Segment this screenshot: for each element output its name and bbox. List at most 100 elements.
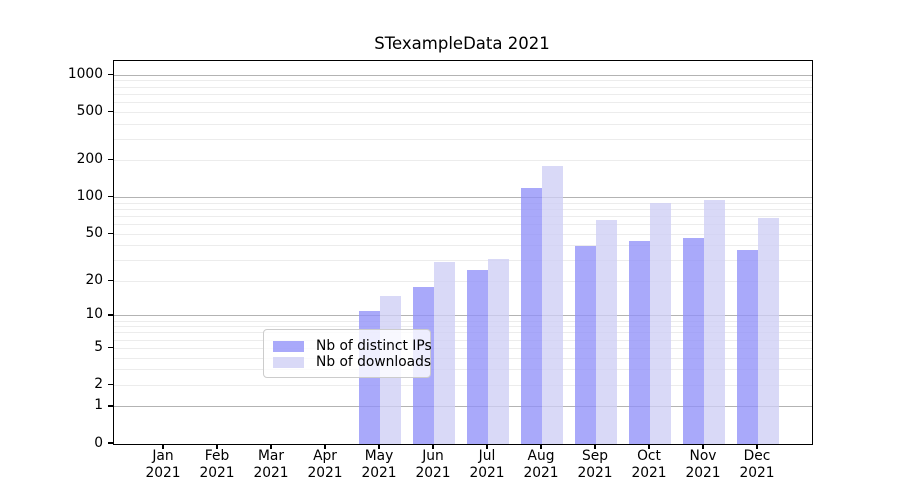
minor-gridline [114, 202, 812, 204]
x-tick-month: Dec [743, 448, 771, 464]
major-gridline [114, 315, 812, 317]
x-tick-month: Apr [313, 448, 337, 464]
y-tick-mark [108, 383, 113, 385]
bar-downloads-jun [434, 262, 455, 444]
y-tick-label: 200 [76, 151, 103, 168]
bar-downloads-oct [650, 202, 671, 444]
x-tick-month: Sep [581, 448, 608, 464]
minor-gridline [114, 326, 812, 328]
x-tick-label: Jul 2021 [455, 448, 519, 481]
y-tick-label: 10 [85, 306, 103, 323]
minor-gridline [114, 357, 812, 359]
x-tick-mark [432, 444, 434, 449]
x-tick-mark [594, 444, 596, 449]
y-tick-label: 20 [85, 271, 103, 288]
x-tick-label: Nov 2021 [671, 448, 735, 481]
legend-item-downloads: Nb of downloads [273, 354, 431, 370]
bar-downloads-nov [704, 200, 725, 444]
x-tick-year: 2021 [307, 464, 343, 481]
x-tick-month: Nov [689, 448, 717, 464]
minor-gridline [114, 138, 812, 140]
legend-item-distinct-ips: Nb of distinct IPs [273, 338, 432, 354]
minor-gridline [114, 160, 812, 162]
legend-swatch-distinct-ips [273, 340, 304, 352]
chart-title: STexampleData 2021 [374, 34, 550, 53]
x-tick-mark [540, 444, 542, 449]
y-tick-mark [108, 196, 113, 198]
x-tick-month: Jan [152, 448, 174, 464]
minor-gridline [114, 123, 812, 125]
x-tick-mark [378, 444, 380, 449]
legend: Nb of distinct IPs Nb of downloads [263, 329, 432, 378]
x-tick-mark [162, 444, 164, 449]
y-tick-label: 500 [76, 102, 103, 119]
bar-downloads-sep [596, 220, 617, 444]
x-tick-year: 2021 [469, 464, 505, 481]
legend-swatch-downloads [273, 356, 304, 368]
x-tick-label: Apr 2021 [293, 448, 357, 481]
bar-distinct-ips-oct [629, 240, 650, 444]
legend-label-downloads: Nb of downloads [316, 354, 432, 370]
x-tick-mark [486, 444, 488, 449]
y-tick-label: 1000 [67, 65, 103, 82]
x-tick-year: 2021 [739, 464, 775, 481]
x-tick-year: 2021 [523, 464, 559, 481]
x-tick-label: Feb 2021 [185, 448, 249, 481]
minor-gridline [114, 233, 812, 235]
major-gridline [114, 406, 812, 408]
x-tick-year: 2021 [361, 464, 397, 481]
x-tick-year: 2021 [577, 464, 613, 481]
y-tick-label: 2 [94, 375, 103, 392]
y-tick-mark [108, 110, 113, 112]
x-tick-month: Feb [204, 448, 230, 464]
x-tick-mark [756, 444, 758, 449]
y-tick-mark [108, 346, 113, 348]
x-tick-label: Jan 2021 [131, 448, 195, 481]
y-tick-label: 1 [94, 397, 103, 414]
x-tick-label: Aug 2021 [509, 448, 573, 481]
bar-distinct-ips-dec [737, 249, 758, 444]
minor-gridline [114, 93, 812, 95]
x-tick-year: 2021 [685, 464, 721, 481]
x-tick-label: Mar 2021 [239, 448, 303, 481]
minor-gridline [114, 80, 812, 82]
y-tick-mark [108, 279, 113, 282]
y-tick-mark [108, 442, 113, 444]
x-tick-year: 2021 [631, 464, 667, 481]
y-tick-mark [108, 314, 113, 316]
y-tick-label: 100 [76, 188, 103, 205]
minor-gridline [114, 332, 812, 334]
x-tick-month: Jun [422, 448, 444, 464]
x-tick-month: May [364, 448, 394, 464]
y-tick-label: 0 [94, 434, 103, 451]
bar-distinct-ips-sep [575, 245, 596, 444]
x-tick-year: 2021 [253, 464, 289, 481]
minor-gridline [114, 245, 812, 247]
x-tick-year: 2021 [415, 464, 451, 481]
legend-label-distinct-ips: Nb of distinct IPs [316, 338, 432, 354]
bar-distinct-ips-jul [467, 270, 488, 444]
x-tick-year: 2021 [145, 464, 181, 481]
y-tick-label: 50 [85, 224, 103, 241]
minor-gridline [114, 384, 812, 386]
y-tick-mark [108, 232, 113, 234]
x-tick-mark [324, 444, 326, 449]
minor-gridline [114, 215, 812, 217]
minor-gridline [114, 280, 812, 282]
bar-downloads-jul [488, 258, 509, 444]
minor-gridline [114, 339, 812, 341]
bar-distinct-ips-aug [521, 187, 542, 444]
major-gridline [114, 197, 812, 199]
x-tick-year: 2021 [199, 464, 235, 481]
x-tick-mark [648, 444, 650, 449]
minor-gridline [114, 111, 812, 113]
y-tick-label: 5 [94, 338, 103, 355]
y-tick-mark [108, 405, 113, 407]
minor-gridline [114, 224, 812, 226]
bar-downloads-aug [542, 166, 563, 444]
x-tick-month: Jul [478, 448, 496, 464]
x-tick-month: Mar [257, 448, 285, 464]
plot-area [113, 60, 813, 445]
minor-gridline [114, 320, 812, 322]
x-tick-mark [270, 444, 272, 449]
